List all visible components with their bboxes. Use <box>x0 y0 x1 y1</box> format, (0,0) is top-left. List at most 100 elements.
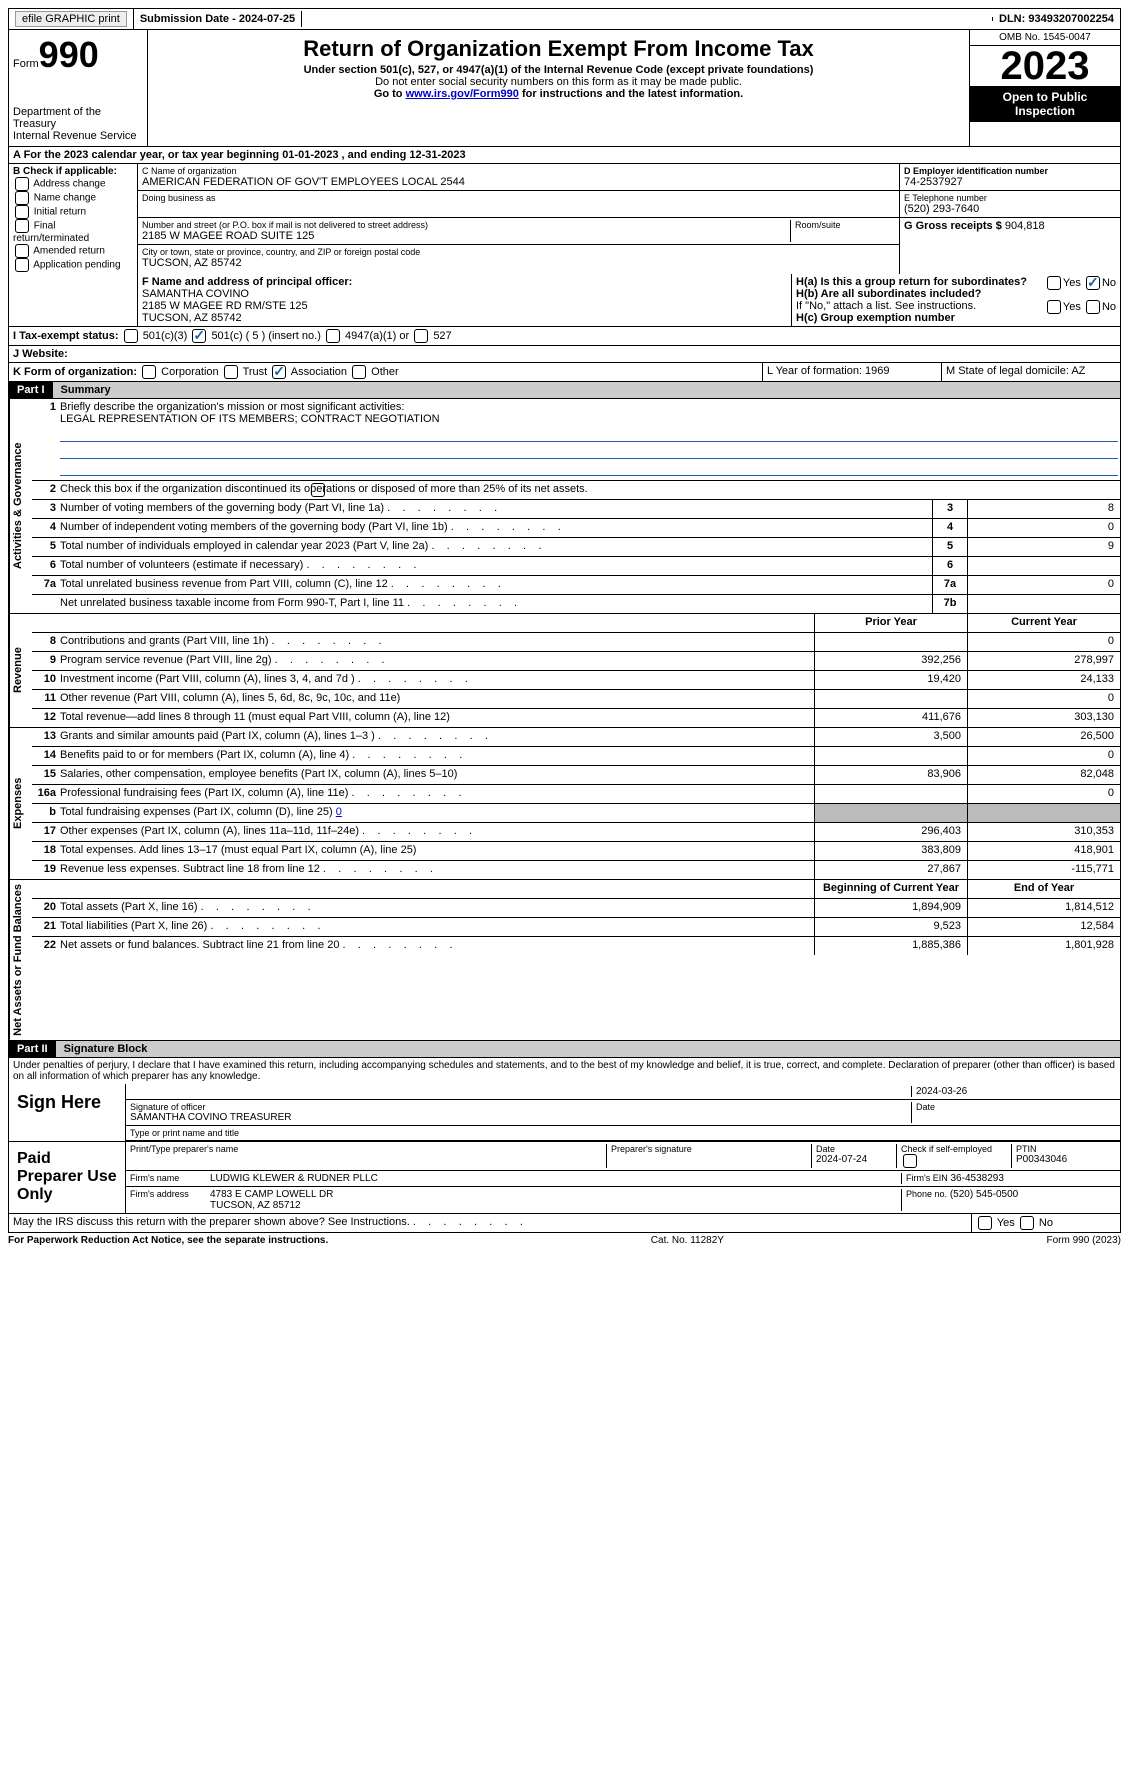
ptin-label: PTIN <box>1016 1144 1116 1154</box>
discuss-yes[interactable] <box>978 1216 992 1230</box>
hb-label: H(b) Are all subordinates included? <box>796 288 981 300</box>
print-name-label: Print/Type preparer's name <box>130 1144 606 1168</box>
l11-text: Other revenue (Part VIII, column (A), li… <box>58 690 814 708</box>
l14-text: Benefits paid to or for members (Part IX… <box>58 747 814 765</box>
l16b-val[interactable]: 0 <box>336 806 342 818</box>
check-other[interactable] <box>352 365 366 379</box>
c-name-label: C Name of organization <box>142 166 895 176</box>
k-label: K Form of organization: <box>13 366 137 378</box>
efile-print-button[interactable]: efile GRAPHIC print <box>15 11 127 27</box>
check-app-pending[interactable] <box>15 258 29 272</box>
ha-no[interactable] <box>1086 276 1100 290</box>
hdr-current: Current Year <box>967 614 1120 632</box>
d-label: D Employer identification number <box>904 166 1116 176</box>
firm-name: LUDWIG KLEWER & RUDNER PLLC <box>210 1173 901 1184</box>
vlabel-governance: Activities & Governance <box>9 399 32 613</box>
form-header: Form990 Department of the Treasury Inter… <box>8 30 1121 147</box>
ssn-note: Do not enter social security numbers on … <box>152 76 965 88</box>
org-name: AMERICAN FEDERATION OF GOV'T EMPLOYEES L… <box>142 176 895 188</box>
open-public-badge: Open to Public Inspection <box>970 86 1120 122</box>
vlabel-expenses: Expenses <box>9 728 32 879</box>
l-year: L Year of formation: 1969 <box>763 363 942 381</box>
section-a-tax-year: A For the 2023 calendar year, or tax yea… <box>8 147 1121 164</box>
hb-yes[interactable] <box>1047 300 1061 314</box>
check-self-label: Check if self-employed <box>901 1144 992 1154</box>
l9-text: Program service revenue (Part VIII, line… <box>58 652 814 670</box>
l3-val: 8 <box>967 500 1120 518</box>
firm-phone: (520) 545-0500 <box>950 1189 1018 1200</box>
c15: 82,048 <box>967 766 1120 784</box>
f-label: F Name and address of principal officer: <box>142 276 787 288</box>
summary-governance: Activities & Governance 1 Briefly descri… <box>8 399 1121 614</box>
part2-title: Signature Block <box>56 1041 1120 1057</box>
check-self-employed[interactable] <box>903 1154 917 1168</box>
l5-text: Total number of individuals employed in … <box>58 538 932 556</box>
l3-text: Number of voting members of the governin… <box>58 500 932 518</box>
form-number: 990 <box>39 34 99 75</box>
i-row: I Tax-exempt status: 501(c)(3) 501(c) ( … <box>8 327 1121 346</box>
org-address: 2185 W MAGEE ROAD SUITE 125 <box>142 230 790 242</box>
f-h-row: F Name and address of principal officer:… <box>8 274 1121 327</box>
check-501c3[interactable] <box>124 329 138 343</box>
goto-prefix: Go to <box>374 88 406 100</box>
check-501c[interactable] <box>192 329 206 343</box>
discuss-no[interactable] <box>1020 1216 1034 1230</box>
check-assoc[interactable] <box>272 365 286 379</box>
c16a: 0 <box>967 785 1120 803</box>
hdr-prior: Prior Year <box>814 614 967 632</box>
irs-label: Internal Revenue Service <box>13 130 143 142</box>
ein-value: 74-2537927 <box>904 176 1116 188</box>
c18: 418,901 <box>967 842 1120 860</box>
l21-text: Total liabilities (Part X, line 26) <box>58 918 814 936</box>
check-527[interactable] <box>414 329 428 343</box>
check-corp[interactable] <box>142 365 156 379</box>
firm-addr-label: Firm's address <box>130 1189 210 1211</box>
discuss-text: May the IRS discuss this return with the… <box>9 1214 972 1232</box>
l15-text: Salaries, other compensation, employee b… <box>58 766 814 784</box>
part2-num: Part II <box>9 1041 56 1057</box>
col-c-org-info: C Name of organization AMERICAN FEDERATI… <box>138 164 900 274</box>
c13: 26,500 <box>967 728 1120 746</box>
check-4947[interactable] <box>326 329 340 343</box>
city-label: City or town, state or province, country… <box>142 247 895 257</box>
firm-ein-label: Firm's EIN <box>906 1173 948 1183</box>
ha-yes[interactable] <box>1047 276 1061 290</box>
p12: 411,676 <box>814 709 967 727</box>
l12-text: Total revenue—add lines 8 through 11 (mu… <box>58 709 814 727</box>
c21: 12,584 <box>967 918 1120 936</box>
p10: 19,420 <box>814 671 967 689</box>
gross-receipts: 904,818 <box>1005 220 1045 232</box>
check-address-change[interactable] <box>15 177 29 191</box>
type-name-label: Type or print name and title <box>130 1128 239 1138</box>
phone-value: (520) 293-7640 <box>904 203 1116 215</box>
firm-addr2: TUCSON, AZ 85712 <box>210 1200 901 1211</box>
c9: 278,997 <box>967 652 1120 670</box>
form990-link[interactable]: www.irs.gov/Form990 <box>406 88 519 100</box>
hdr-end: End of Year <box>967 880 1120 898</box>
l4-text: Number of independent voting members of … <box>58 519 932 537</box>
j-row: J Website: <box>8 346 1121 363</box>
l2-check[interactable] <box>311 483 325 497</box>
j-label: J Website: <box>9 346 1120 362</box>
p16b-gray <box>814 804 967 822</box>
p19: 27,867 <box>814 861 967 879</box>
c12: 303,130 <box>967 709 1120 727</box>
c17: 310,353 <box>967 823 1120 841</box>
hb-no[interactable] <box>1086 300 1100 314</box>
p17: 296,403 <box>814 823 967 841</box>
c16b-gray <box>967 804 1120 822</box>
summary-netassets: Net Assets or Fund Balances Beginning of… <box>8 880 1121 1041</box>
p14 <box>814 747 967 765</box>
c10: 24,133 <box>967 671 1120 689</box>
vlabel-netassets: Net Assets or Fund Balances <box>9 880 32 1040</box>
phone-label: Phone no. <box>906 1189 947 1199</box>
check-final-return[interactable] <box>15 219 29 233</box>
l4-val: 0 <box>967 519 1120 537</box>
check-name-change[interactable] <box>15 191 29 205</box>
check-trust[interactable] <box>224 365 238 379</box>
l13-text: Grants and similar amounts paid (Part IX… <box>58 728 814 746</box>
perjury-text: Under penalties of perjury, I declare th… <box>8 1058 1121 1084</box>
check-amended[interactable] <box>15 244 29 258</box>
l18-text: Total expenses. Add lines 13–17 (must eq… <box>58 842 814 860</box>
check-initial-return[interactable] <box>15 205 29 219</box>
